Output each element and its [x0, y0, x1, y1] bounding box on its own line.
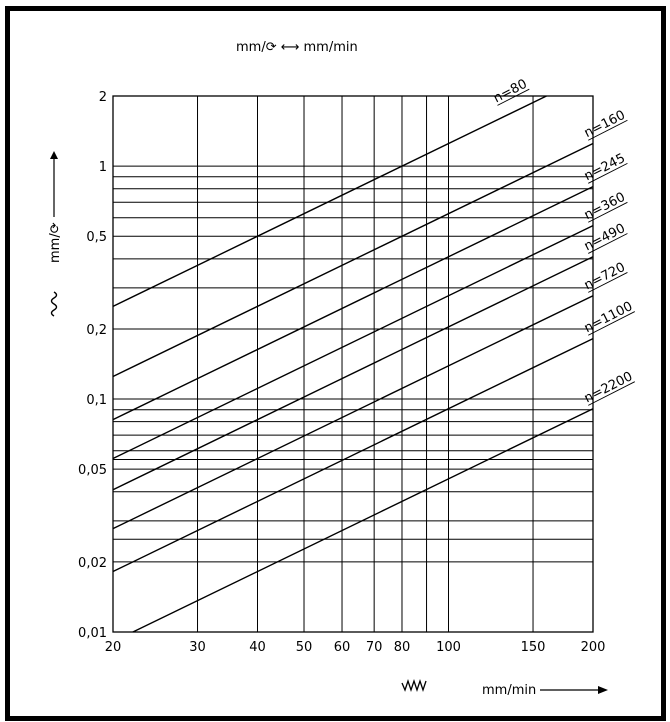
series-labels: n=80n=160n=245n=360n=490n=720n=1100n=220… — [491, 77, 635, 407]
y-tick-label: 2 — [99, 90, 107, 105]
series-line-n245 — [112, 186, 594, 421]
x-tick-label: 40 — [249, 640, 266, 655]
feed-symbol-icon — [50, 291, 58, 317]
series-label-underline — [588, 381, 635, 406]
series-line-n720 — [112, 295, 594, 530]
y-axis-label: mm/⟳ — [48, 151, 63, 317]
series-label-underline — [588, 311, 635, 336]
y-tick-label: 0,01 — [78, 626, 107, 641]
y-axis-arrowhead — [50, 151, 58, 159]
grid — [112, 95, 594, 633]
series-line-n490 — [112, 256, 594, 491]
series-line-n160 — [112, 142, 594, 378]
plot-border — [112, 95, 594, 633]
series-label-underline — [588, 201, 628, 223]
chart-frame: 20 30 40 50 60 70 80 100 150 200 0,01 0,02 0,05 0,1 0,… — [5, 6, 666, 721]
y-tick-label: 0,05 — [78, 463, 107, 478]
series-label-n720: n=720 — [582, 260, 628, 293]
y-tick-label: 1 — [99, 160, 107, 175]
x-tick-label: 20 — [105, 640, 122, 655]
series-label-underline — [588, 119, 628, 141]
series-line-n2200 — [132, 408, 594, 633]
series-lines — [112, 95, 594, 633]
series-line-n80 — [112, 95, 547, 307]
y-tick-label: 0,1 — [86, 393, 107, 408]
x-tick-label: 60 — [334, 640, 351, 655]
series-label-n160: n=160 — [582, 108, 628, 141]
x-axis-label: mm/min — [401, 678, 608, 698]
series-label-n490: n=490 — [582, 221, 628, 254]
series-line-n360 — [112, 224, 594, 460]
y-tick-label: 0,02 — [78, 556, 107, 571]
x-tick-label: 200 — [581, 640, 606, 655]
series-line-n1100 — [112, 337, 594, 573]
tick-labels: 20 30 40 50 60 70 80 100 150 200 0,01 0,02 0,05 0,1 0,… — [78, 90, 605, 655]
series-label-n360: n=360 — [582, 190, 628, 223]
chart-title: mm/⟳ ⟷ mm/min — [236, 40, 358, 55]
x-axis-arrowhead — [598, 686, 608, 694]
series-label-underline — [588, 272, 628, 293]
series-label-underline — [497, 88, 530, 106]
series-label-n2200: n=2200 — [582, 369, 635, 406]
series-label-n1100: n=1100 — [582, 299, 635, 336]
series-label-underline — [588, 162, 628, 184]
x-tick-label: 50 — [296, 640, 313, 655]
y-axis-label-text: mm/⟳ — [48, 222, 63, 263]
x-tick-label: 100 — [436, 640, 461, 655]
y-tick-label: 0,2 — [86, 323, 107, 338]
series-label-underline — [588, 233, 628, 254]
x-axis-label-text: mm/min — [482, 683, 536, 698]
x-tick-label: 80 — [394, 640, 411, 655]
x-tick-label: 70 — [366, 640, 383, 655]
x-tick-label: 150 — [521, 640, 546, 655]
feed-rate-symbol-icon — [401, 678, 427, 693]
y-tick-label: 0,5 — [86, 230, 107, 245]
x-tick-label: 30 — [189, 640, 206, 655]
series-label-n245: n=245 — [582, 151, 628, 184]
nomogram-chart: 20 30 40 50 60 70 80 100 150 200 0,01 0,02 0,05 0,1 0,… — [48, 40, 635, 698]
title-text: mm/⟳ ⟷ mm/min — [236, 40, 358, 55]
